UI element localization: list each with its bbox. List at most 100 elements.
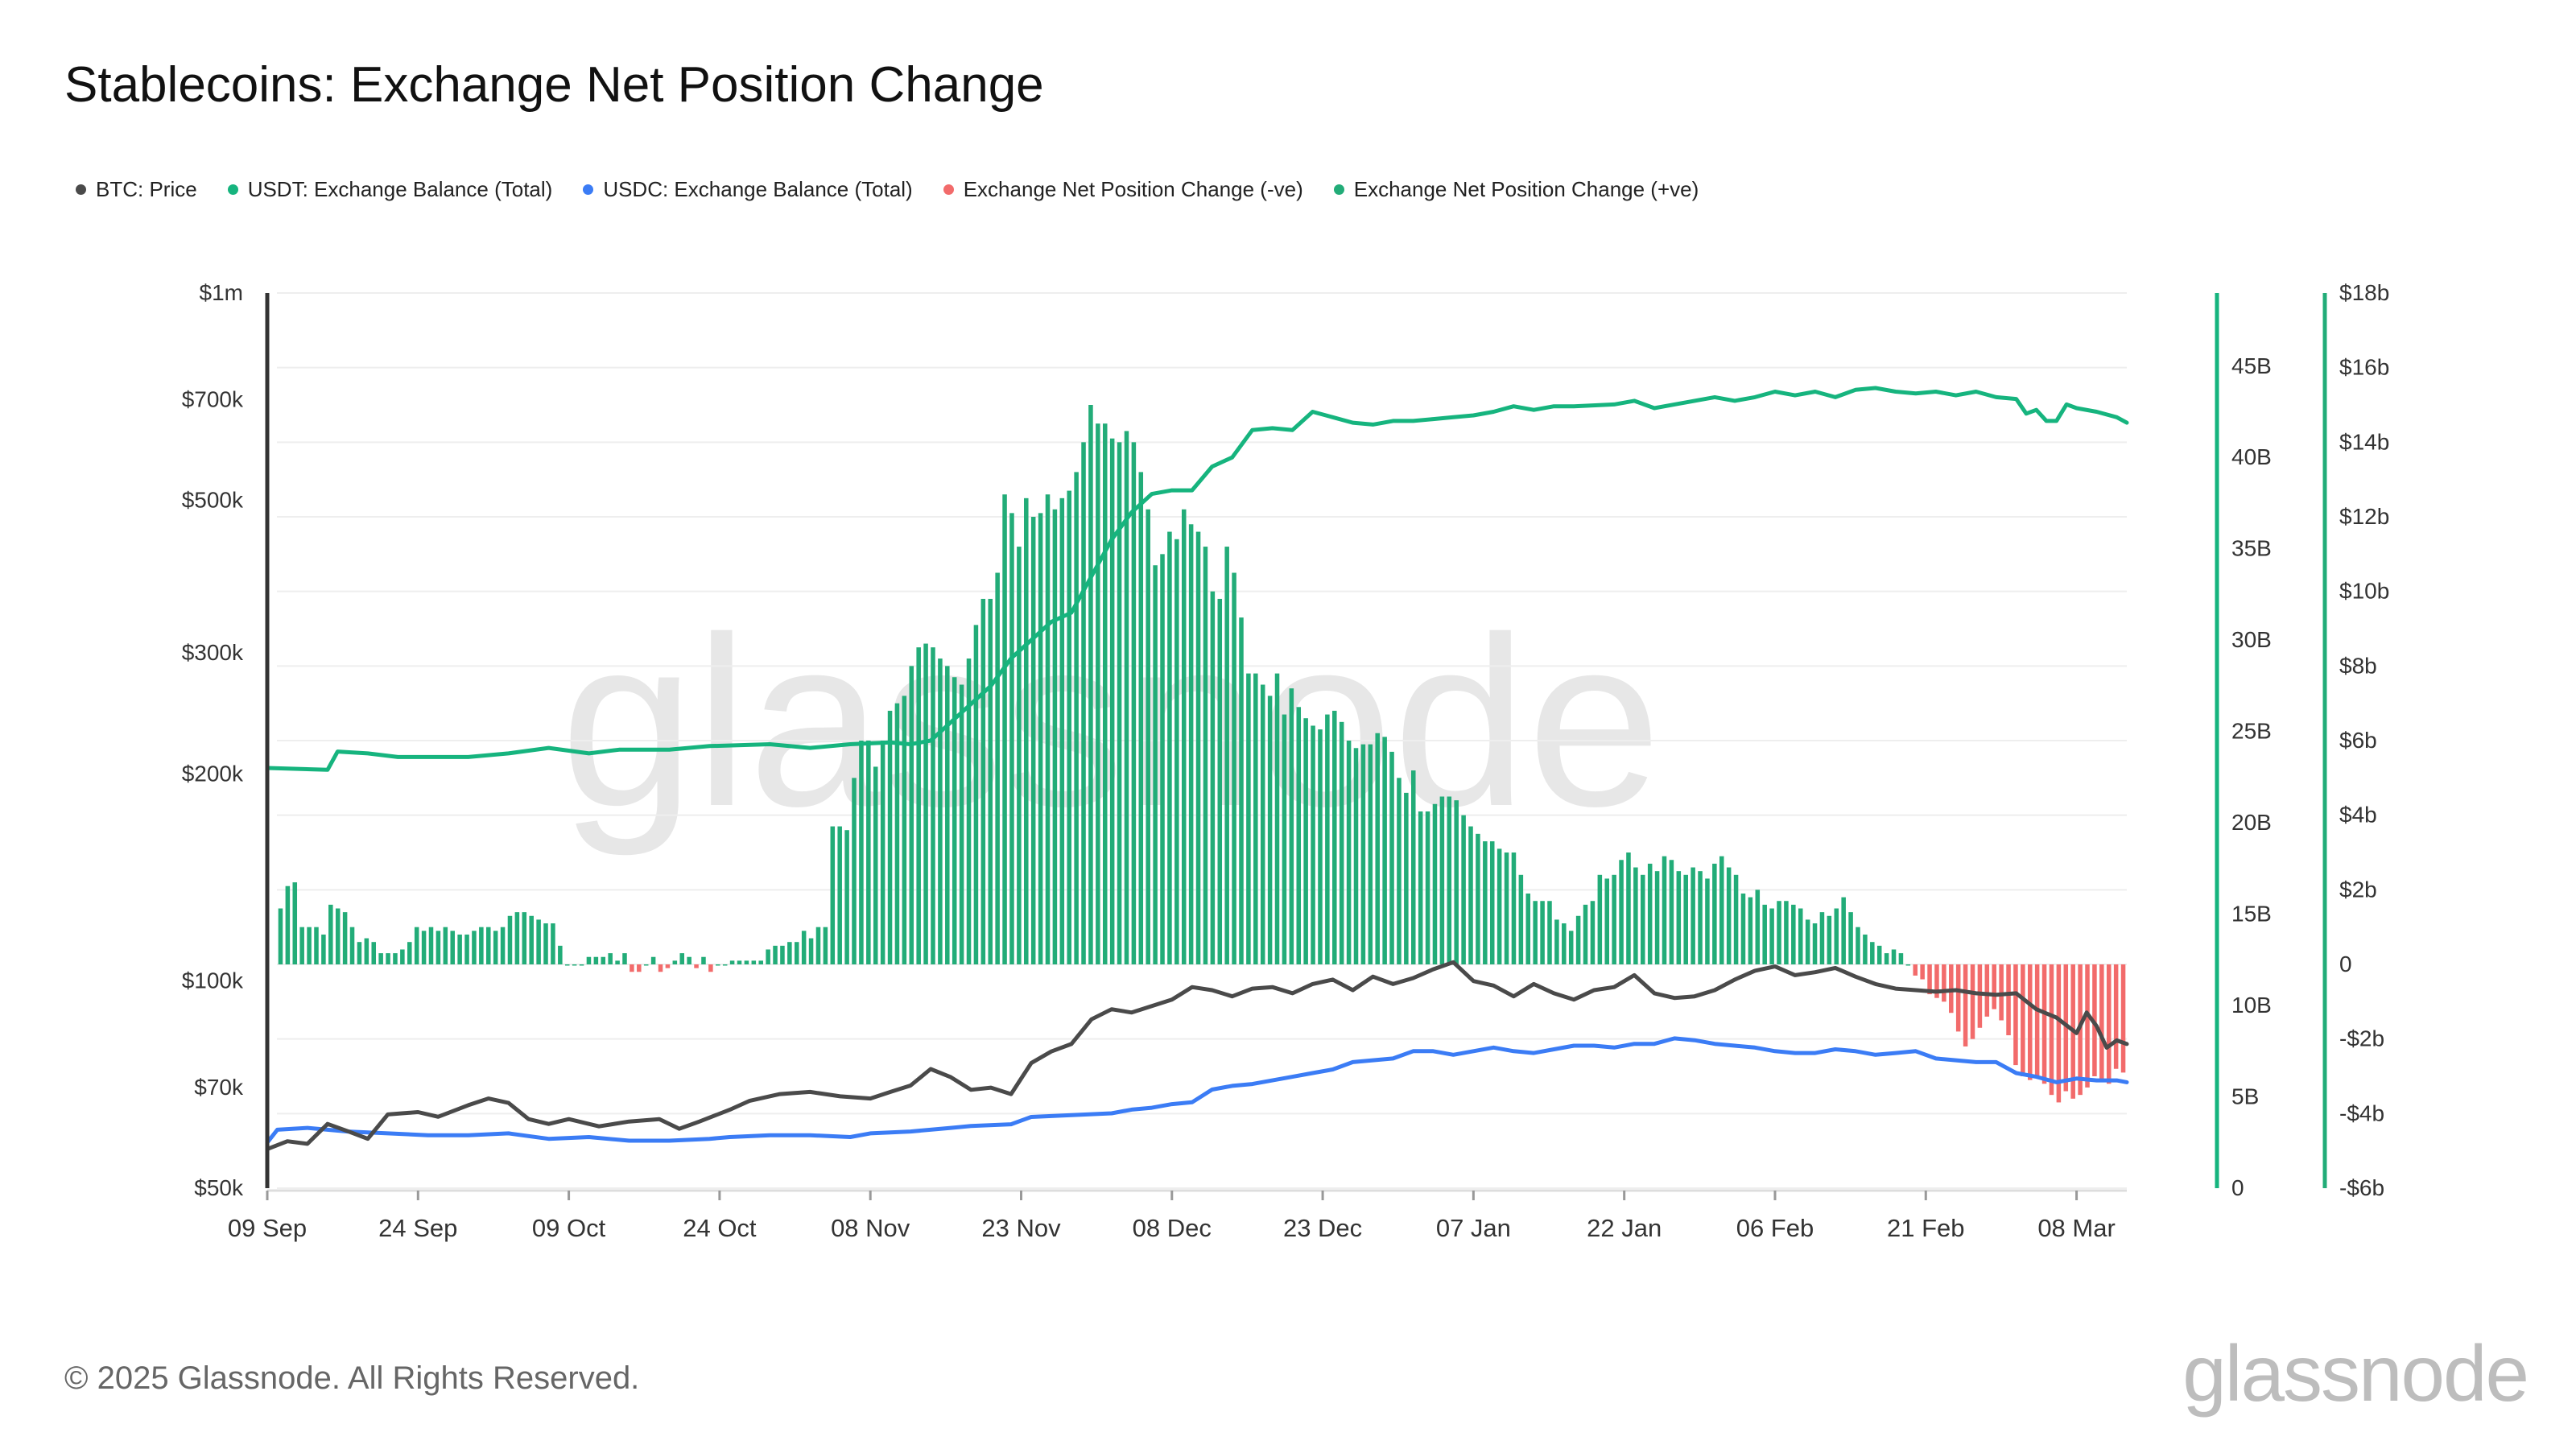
- net-position-bar-positive: [1719, 856, 1724, 964]
- net-position-bar-positive: [414, 927, 419, 964]
- net-position-bar-positive: [1009, 513, 1014, 964]
- net-position-bar-negative: [2021, 964, 2025, 1076]
- net-position-bar-positive: [1784, 901, 1789, 964]
- legend-dot-usdc: [583, 184, 594, 195]
- net-position-bar-positive: [536, 919, 541, 964]
- net-position-bar-positive: [1662, 856, 1667, 964]
- net-position-bar-positive: [1181, 509, 1187, 964]
- net-position-bar-positive: [1496, 848, 1502, 964]
- net-position-bar-positive: [830, 826, 836, 964]
- net-position-bar-positive: [321, 934, 326, 964]
- legend-item-net-negative[interactable]: Exchange Net Position Change (-ve): [943, 177, 1303, 202]
- net-position-bar-positive: [529, 915, 534, 964]
- net-position-bar-positive: [1246, 673, 1251, 964]
- net-position-bar-positive: [1669, 860, 1674, 964]
- net-position-bar-negative: [2027, 964, 2033, 1080]
- net-position-bar-positive: [823, 927, 828, 964]
- net-position-bar-positive: [450, 931, 455, 964]
- right-axis-tick-label: $18b: [2339, 280, 2389, 305]
- net-position-bar-positive: [1030, 517, 1036, 964]
- net-position-bar-positive: [1346, 741, 1352, 964]
- net-position-bar-positive: [551, 923, 555, 964]
- net-position-bar-positive: [1891, 949, 1897, 964]
- net-position-bar-negative: [1927, 964, 1932, 995]
- net-position-bar-positive: [1109, 438, 1115, 964]
- net-position-bar-positive: [1476, 833, 1480, 964]
- net-position-bar-positive: [1619, 860, 1624, 964]
- mid-axis-tick-label: 35B: [2231, 536, 2272, 561]
- net-position-bar-positive: [1318, 729, 1323, 964]
- legend-item-btc-price[interactable]: BTC: Price: [76, 177, 197, 202]
- net-position-bar-positive: [1641, 874, 1645, 964]
- x-axis-tick-label: 08 Dec: [1133, 1214, 1212, 1242]
- net-position-bar-positive: [1289, 688, 1294, 964]
- net-position-bar-positive: [1404, 792, 1409, 964]
- net-position-bars: [278, 405, 2126, 1103]
- left-axis-tick-label: $300k: [182, 640, 244, 665]
- net-position-bar-negative: [2085, 964, 2090, 1088]
- net-position-bar-positive: [687, 956, 691, 964]
- right-axis-tick-label: 0: [2339, 952, 2352, 976]
- legend-label-usdt: USDT: Exchange Balance (Total): [247, 177, 553, 201]
- net-position-bar-positive: [558, 945, 563, 964]
- net-position-bar-positive: [1819, 912, 1825, 964]
- right-axis-tick-label: $16b: [2339, 355, 2389, 380]
- net-position-bar-positive: [1461, 815, 1466, 964]
- net-position-bar-positive: [1059, 497, 1065, 964]
- net-position-bar-positive: [507, 915, 513, 964]
- net-position-bar-positive: [758, 960, 763, 964]
- legend-item-usdt[interactable]: USDT: Exchange Balance (Total): [227, 177, 553, 202]
- left-axis-tick-label: $500k: [182, 487, 244, 512]
- net-position-bar-positive: [1568, 931, 1574, 964]
- net-position-bar-positive: [1848, 912, 1853, 964]
- net-position-bar-positive: [1812, 923, 1818, 964]
- usdc-balance-line: [265, 1036, 2129, 1145]
- net-position-bar-positive: [1138, 472, 1144, 964]
- net-position-bar-negative: [630, 964, 634, 972]
- mid-axis-tick-label: 0: [2231, 1175, 2244, 1200]
- net-position-bar-positive: [909, 666, 914, 964]
- legend-item-usdc[interactable]: USDC: Exchange Balance (Total): [583, 177, 913, 202]
- net-position-bar-positive: [479, 927, 484, 964]
- net-position-bar-positive: [1074, 472, 1079, 964]
- x-axis-tick-label: 08 Nov: [831, 1214, 910, 1242]
- mid-axis-tick-label: 5B: [2231, 1084, 2259, 1109]
- net-position-bar-positive: [1562, 923, 1567, 964]
- net-position-bar-positive: [615, 960, 620, 964]
- legend-item-net-positive[interactable]: Exchange Net Position Change (+ve): [1333, 177, 1699, 202]
- net-position-bar-positive: [1705, 878, 1710, 964]
- net-position-bar-positive: [1131, 442, 1137, 964]
- legend-dot-usdt: [227, 184, 238, 195]
- net-position-bar-positive: [400, 949, 405, 964]
- left-axis-tick-label: $200k: [182, 761, 244, 786]
- legend-dot-net-positive: [1333, 184, 1344, 195]
- net-position-bar-positive: [1002, 494, 1007, 964]
- net-position-bar-positive: [285, 886, 291, 964]
- x-axis-tick-label: 07 Jan: [1436, 1214, 1511, 1242]
- net-position-bar-positive: [1626, 852, 1631, 964]
- right-axis-tick-label: $2b: [2339, 877, 2377, 902]
- net-position-bar-positive: [866, 741, 871, 964]
- net-position-bar-positive: [1575, 915, 1581, 964]
- net-position-bar-positive: [1303, 718, 1308, 964]
- net-position-bar-positive: [586, 956, 592, 964]
- net-position-bar-positive: [1583, 904, 1588, 964]
- right-axis-tick-label: $12b: [2339, 504, 2389, 529]
- mid-axis-tick-label: 20B: [2231, 810, 2272, 835]
- legend-label-usdc: USDC: Exchange Balance (Total): [603, 177, 913, 201]
- net-position-bar-positive: [716, 964, 720, 966]
- net-position-bar-negative: [1913, 964, 1918, 976]
- usdt-balance-line: [265, 386, 2129, 772]
- net-position-bar-positive: [1425, 811, 1430, 964]
- right-axis-tick-label: -$6b: [2339, 1175, 2384, 1200]
- net-position-bar-positive: [1468, 826, 1473, 964]
- net-position-bar-positive: [852, 778, 857, 964]
- net-position-bar-positive: [1397, 778, 1402, 964]
- copyright-footer: © 2025 Glassnode. All Rights Reserved.: [64, 1360, 640, 1396]
- net-position-bar-positive: [1690, 867, 1695, 964]
- net-position-bar-positive: [1239, 617, 1244, 964]
- net-position-bar-positive: [1676, 871, 1682, 964]
- net-position-bar-positive: [1045, 494, 1051, 964]
- net-position-bar-positive: [1554, 919, 1559, 964]
- net-position-bar-positive: [1296, 707, 1302, 964]
